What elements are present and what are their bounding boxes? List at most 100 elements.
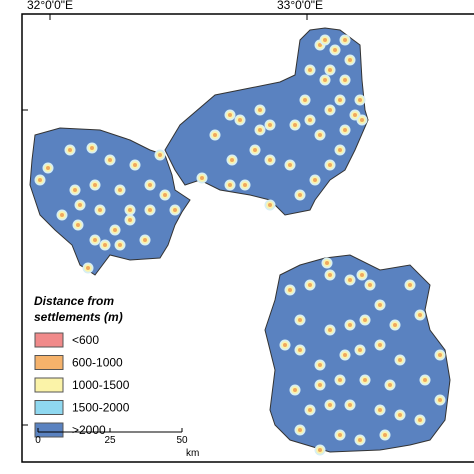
- settlement-core: [283, 343, 287, 347]
- scale-unit: km: [186, 448, 199, 459]
- settlement-core: [303, 98, 307, 102]
- settlement-core: [288, 288, 292, 292]
- settlement-core: [60, 213, 64, 217]
- settlement-core: [158, 153, 162, 157]
- settlement-core: [348, 278, 352, 282]
- settlement-core: [76, 223, 80, 227]
- legend-title: Distance from: [34, 294, 114, 308]
- settlement-core: [378, 408, 382, 412]
- settlement-core: [308, 408, 312, 412]
- settlement-core: [328, 68, 332, 72]
- settlement-core: [298, 318, 302, 322]
- settlement-core: [378, 343, 382, 347]
- settlement-core: [213, 133, 217, 137]
- settlement-core: [143, 238, 147, 242]
- settlement-core: [338, 148, 342, 152]
- settlement-core: [368, 283, 372, 287]
- settlement-core: [348, 403, 352, 407]
- settlement-core: [393, 323, 397, 327]
- settlement-core: [318, 133, 322, 137]
- settlement-core: [363, 378, 367, 382]
- settlement-core: [86, 266, 90, 270]
- settlement-core: [93, 238, 97, 242]
- settlement-core: [163, 193, 167, 197]
- settlement-core: [318, 383, 322, 387]
- legend-title: settlements (m): [34, 310, 123, 324]
- settlement-core: [98, 208, 102, 212]
- settlement-core: [293, 123, 297, 127]
- settlement-core: [358, 348, 362, 352]
- settlement-core: [148, 183, 152, 187]
- settlement-core: [328, 108, 332, 112]
- settlement-core: [268, 203, 272, 207]
- settlement-core: [93, 183, 97, 187]
- settlement-core: [288, 163, 292, 167]
- legend-swatch: [34, 355, 64, 370]
- settlement-core: [118, 188, 122, 192]
- settlement-core: [243, 183, 247, 187]
- settlement-core: [258, 108, 262, 112]
- settlement-core: [118, 243, 122, 247]
- settlement-core: [73, 188, 77, 192]
- settlement-core: [398, 358, 402, 362]
- legend-swatch: [34, 400, 64, 415]
- settlement-core: [363, 318, 367, 322]
- settlement-core: [353, 113, 357, 117]
- settlement-core: [358, 438, 362, 442]
- legend-label: <600: [72, 333, 99, 347]
- settlement-core: [348, 58, 352, 62]
- settlement-core: [388, 383, 392, 387]
- settlement-core: [90, 146, 94, 150]
- settlement-core: [200, 176, 204, 180]
- settlement-core: [113, 228, 117, 232]
- settlement-core: [318, 363, 322, 367]
- settlement-core: [133, 163, 137, 167]
- settlement-core: [308, 68, 312, 72]
- settlement-core: [328, 403, 332, 407]
- settlement-core: [148, 208, 152, 212]
- settlement-core: [358, 98, 362, 102]
- settlement-core: [103, 243, 107, 247]
- settlement-core: [38, 178, 42, 182]
- settlement-core: [68, 148, 72, 152]
- settlement-core: [398, 413, 402, 417]
- legend-label: >2000: [72, 423, 106, 437]
- settlement-core: [383, 433, 387, 437]
- settlement-core: [298, 428, 302, 432]
- settlement-core: [228, 183, 232, 187]
- settlement-core: [338, 378, 342, 382]
- legend-items: <600 600-1000 1000-1500 1500-2000 >2000: [34, 332, 130, 438]
- settlement-core: [343, 78, 347, 82]
- settlement-core: [338, 433, 342, 437]
- settlement-core: [328, 328, 332, 332]
- settlement-core: [360, 118, 364, 122]
- lon-label: 33°0'0"E: [277, 0, 323, 12]
- legend-swatch: [34, 377, 64, 393]
- settlement-core: [293, 388, 297, 392]
- settlement-core: [325, 261, 329, 265]
- settlement-core: [128, 218, 132, 222]
- settlement-core: [323, 38, 327, 42]
- settlement-core: [378, 303, 382, 307]
- settlement-core: [128, 208, 132, 212]
- legend-swatch: [34, 422, 64, 438]
- settlement-core: [323, 78, 327, 82]
- settlement-core: [298, 348, 302, 352]
- settlement-core: [318, 448, 322, 452]
- settlement-core: [308, 283, 312, 287]
- settlement-core: [423, 378, 427, 382]
- settlement-core: [308, 118, 312, 122]
- settlement-core: [343, 38, 347, 42]
- settlements: [34, 34, 446, 456]
- settlement-core: [348, 323, 352, 327]
- settlement-core: [438, 353, 442, 357]
- settlement-core: [173, 208, 177, 212]
- settlement-core: [360, 273, 364, 277]
- lon-label: 32°0'0"E: [27, 0, 73, 12]
- legend-label: 600-1000: [72, 356, 123, 370]
- settlement-core: [46, 166, 50, 170]
- settlement-core: [258, 128, 262, 132]
- settlement-core: [228, 113, 232, 117]
- settlement-core: [238, 118, 242, 122]
- settlement-core: [328, 273, 332, 277]
